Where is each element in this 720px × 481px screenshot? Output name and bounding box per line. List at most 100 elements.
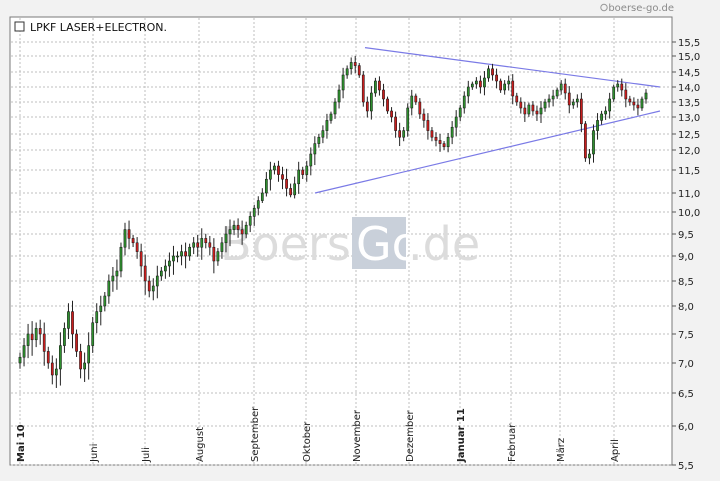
candle-body-up bbox=[406, 107, 410, 131]
candle-body-up bbox=[155, 275, 159, 287]
candle-body-down bbox=[620, 83, 624, 91]
candle bbox=[252, 204, 256, 226]
candle bbox=[349, 57, 353, 75]
candle-body-down bbox=[71, 311, 74, 335]
candle bbox=[414, 93, 418, 105]
y-tick-label: 11,5 bbox=[678, 166, 700, 177]
candle bbox=[378, 76, 381, 96]
candle bbox=[151, 278, 155, 301]
candle bbox=[398, 122, 401, 147]
candle-body-up bbox=[252, 207, 256, 217]
candle-body-down bbox=[479, 80, 482, 88]
candle bbox=[265, 172, 268, 197]
candle-body-down bbox=[301, 169, 305, 175]
y-tick-label: 5,5 bbox=[678, 461, 694, 472]
candle bbox=[442, 141, 446, 150]
candle bbox=[575, 94, 579, 108]
legend: LPKF LASER+ELECTRON. bbox=[14, 21, 167, 34]
candle-body-down bbox=[38, 328, 42, 335]
candle bbox=[394, 111, 397, 138]
candle bbox=[200, 228, 204, 260]
candle bbox=[228, 219, 232, 247]
candle-body-up bbox=[248, 216, 252, 226]
candle-body-down bbox=[79, 351, 82, 370]
candle bbox=[42, 322, 46, 366]
candle bbox=[159, 267, 163, 281]
candle-body-up bbox=[345, 68, 349, 76]
watermark-box-text: Go bbox=[356, 217, 420, 271]
candle-body-down bbox=[285, 178, 288, 189]
candle bbox=[551, 89, 555, 107]
candle-body-down bbox=[430, 130, 434, 138]
candle-body-down bbox=[422, 113, 426, 121]
candle bbox=[632, 97, 636, 111]
candle-body-up bbox=[547, 98, 551, 103]
candle-body-up bbox=[596, 120, 599, 131]
candle bbox=[370, 86, 373, 120]
x-tick-label: Januar 11 bbox=[456, 408, 467, 463]
candle bbox=[236, 218, 240, 238]
candle bbox=[604, 106, 607, 120]
candle bbox=[18, 352, 22, 369]
candle-body-down bbox=[212, 246, 216, 262]
candle-body-up bbox=[273, 165, 276, 171]
candle bbox=[612, 84, 616, 102]
candle bbox=[580, 92, 583, 133]
candle-body-down bbox=[563, 83, 567, 94]
candle-body-up bbox=[200, 238, 204, 248]
candle-body-down bbox=[127, 229, 131, 239]
candle bbox=[297, 161, 301, 194]
candle bbox=[563, 78, 567, 100]
candle-body-down bbox=[75, 333, 78, 352]
candle bbox=[584, 121, 587, 162]
candle bbox=[345, 65, 349, 79]
candle-body-down bbox=[135, 242, 139, 252]
candle-body-down bbox=[632, 101, 636, 106]
candle bbox=[644, 89, 648, 104]
candle bbox=[26, 323, 30, 359]
candle bbox=[337, 84, 341, 109]
candle-body-down bbox=[580, 98, 583, 125]
candle-body-up bbox=[228, 229, 232, 235]
candle-body-up bbox=[188, 246, 191, 257]
candle bbox=[34, 322, 38, 348]
candle-body-down bbox=[438, 140, 442, 144]
candle bbox=[180, 244, 183, 266]
candle bbox=[59, 332, 62, 386]
candle-body-up bbox=[551, 95, 555, 100]
candle bbox=[616, 80, 620, 92]
candle bbox=[592, 124, 595, 163]
candle bbox=[600, 110, 603, 125]
candle-body-down bbox=[46, 351, 50, 364]
candle bbox=[410, 89, 414, 116]
candle-body-down bbox=[50, 362, 54, 376]
candle bbox=[119, 242, 123, 278]
candle bbox=[608, 92, 612, 119]
watermark-right: .de bbox=[408, 217, 480, 271]
candle-body-down bbox=[636, 104, 640, 109]
candle bbox=[83, 352, 86, 382]
candle bbox=[107, 274, 111, 304]
candle bbox=[640, 96, 644, 111]
candle-body-up bbox=[293, 183, 296, 196]
candle bbox=[499, 78, 502, 93]
candle bbox=[438, 133, 442, 152]
candle-body-down bbox=[361, 74, 365, 103]
candle-body-up bbox=[612, 86, 616, 100]
candle-body-down bbox=[426, 120, 430, 131]
x-tick-label: Mai 10 bbox=[16, 424, 27, 462]
candle-body-up bbox=[164, 265, 167, 272]
candle-body-down bbox=[42, 333, 46, 352]
candle bbox=[244, 221, 248, 239]
candle bbox=[71, 300, 74, 349]
candle-body-up bbox=[321, 130, 325, 138]
candle-body-down bbox=[584, 123, 587, 159]
candle-body-up bbox=[99, 305, 103, 312]
candle bbox=[139, 243, 143, 277]
candle-body-up bbox=[503, 83, 507, 91]
candle-body-down bbox=[30, 333, 34, 341]
candle bbox=[390, 107, 393, 123]
y-tick-label: 7,5 bbox=[678, 330, 694, 341]
candle-body-down bbox=[398, 130, 401, 138]
